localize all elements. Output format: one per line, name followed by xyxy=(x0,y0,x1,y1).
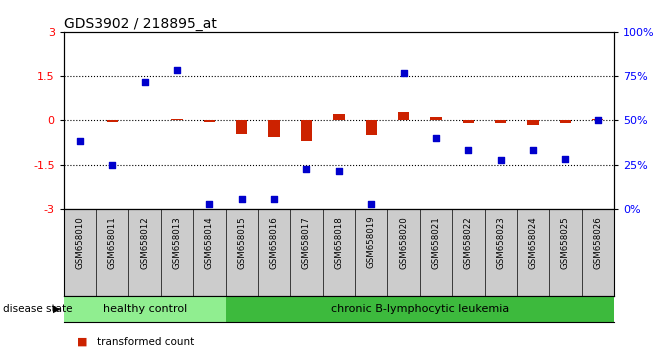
Point xyxy=(463,147,474,153)
Point xyxy=(366,202,376,207)
Point xyxy=(74,138,85,144)
Text: GSM658014: GSM658014 xyxy=(205,216,214,269)
Bar xyxy=(495,120,507,123)
Point xyxy=(495,157,506,163)
Text: GSM658025: GSM658025 xyxy=(561,216,570,269)
Text: GSM658019: GSM658019 xyxy=(367,216,376,268)
Text: GSM658024: GSM658024 xyxy=(529,216,537,269)
Bar xyxy=(171,119,183,120)
Text: ■: ■ xyxy=(77,337,88,347)
Text: GSM658012: GSM658012 xyxy=(140,216,149,269)
Bar xyxy=(268,120,280,137)
Bar xyxy=(236,120,248,134)
Bar xyxy=(301,120,312,141)
Text: GSM658013: GSM658013 xyxy=(172,216,182,269)
Text: GSM658015: GSM658015 xyxy=(238,216,246,269)
Text: GSM658016: GSM658016 xyxy=(270,216,278,269)
Text: GDS3902 / 218895_at: GDS3902 / 218895_at xyxy=(64,17,217,31)
Point xyxy=(269,196,280,201)
Text: GSM658026: GSM658026 xyxy=(593,216,603,269)
Text: GSM658011: GSM658011 xyxy=(108,216,117,269)
Point xyxy=(398,70,409,76)
Text: ▶: ▶ xyxy=(53,304,60,314)
Bar xyxy=(333,114,344,120)
Bar xyxy=(366,120,377,135)
Point xyxy=(140,79,150,85)
Bar xyxy=(527,120,539,125)
Point xyxy=(301,166,312,172)
Bar xyxy=(592,119,603,120)
Text: GSM658023: GSM658023 xyxy=(496,216,505,269)
Point xyxy=(107,162,117,167)
Point xyxy=(333,168,344,173)
Point xyxy=(431,135,442,141)
Point xyxy=(172,67,183,73)
Point xyxy=(560,156,571,161)
Bar xyxy=(204,120,215,122)
Point xyxy=(592,118,603,123)
Point xyxy=(204,202,215,207)
Point xyxy=(236,196,247,201)
Bar xyxy=(225,296,614,322)
Bar xyxy=(463,120,474,123)
Text: GSM658010: GSM658010 xyxy=(75,216,85,269)
Text: GSM658022: GSM658022 xyxy=(464,216,473,269)
Bar xyxy=(560,120,571,123)
Text: GSM658018: GSM658018 xyxy=(334,216,344,269)
Point xyxy=(527,147,538,153)
Text: GSM658021: GSM658021 xyxy=(431,216,440,269)
Text: GSM658017: GSM658017 xyxy=(302,216,311,269)
Text: GSM658020: GSM658020 xyxy=(399,216,408,269)
Text: healthy control: healthy control xyxy=(103,304,187,314)
Text: disease state: disease state xyxy=(3,304,73,314)
Bar xyxy=(107,120,118,122)
Text: chronic B-lymphocytic leukemia: chronic B-lymphocytic leukemia xyxy=(331,304,509,314)
Bar xyxy=(64,296,225,322)
Bar xyxy=(430,118,442,120)
Text: transformed count: transformed count xyxy=(97,337,195,347)
Bar xyxy=(398,112,409,120)
